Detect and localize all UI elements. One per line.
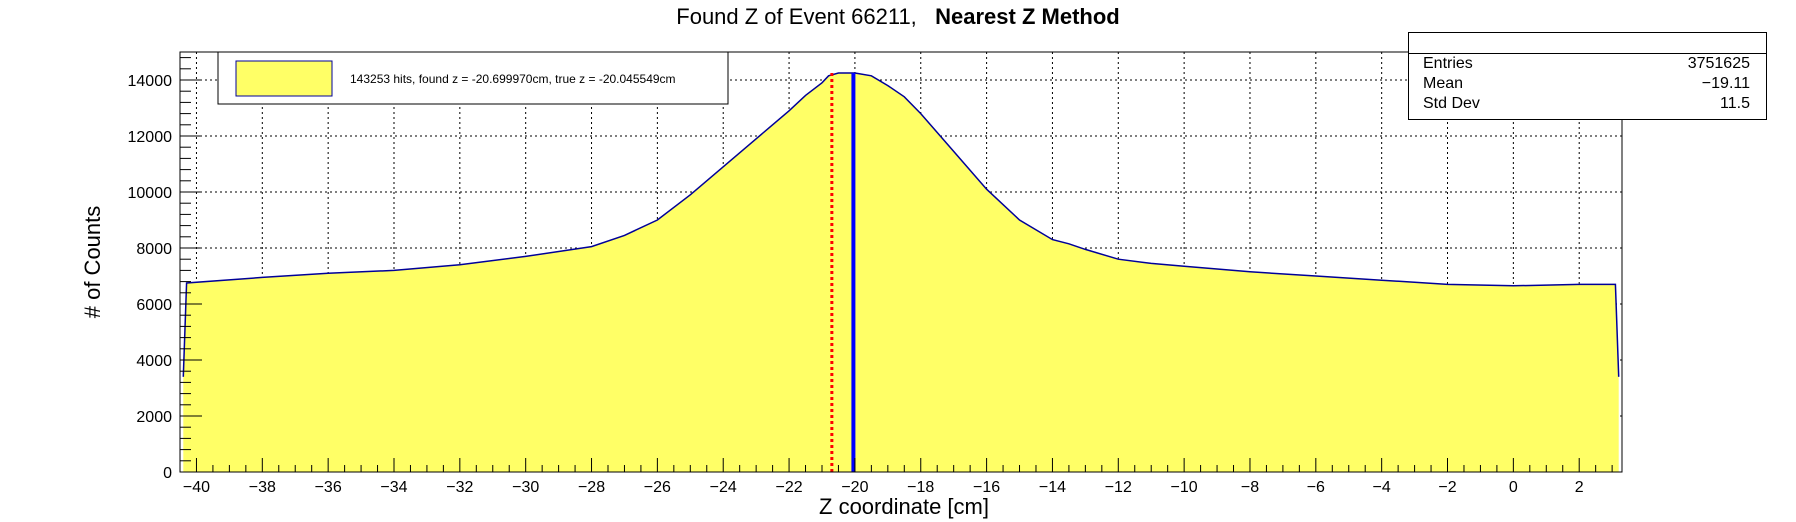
y-tick-label: 12000 [128, 129, 173, 146]
x-tick-label: −14 [1039, 479, 1066, 496]
x-tick-label: −32 [446, 479, 473, 496]
stats-label: Std Dev [1423, 95, 1480, 112]
y-tick-label: 4000 [136, 353, 172, 370]
chart-title: Found Z of Event 66211, Nearest Z Method [0, 4, 1796, 30]
chart-title-main: Found Z of Event 66211, [676, 4, 917, 29]
x-tick-label: −4 [1373, 479, 1391, 496]
x-tick-label: −26 [644, 479, 671, 496]
histogram-area [182, 72, 1620, 472]
y-tick-label: 14000 [128, 73, 173, 90]
stats-value: 3751625 [1687, 55, 1750, 72]
x-tick-label: −16 [973, 479, 1000, 496]
y-tick-label: 6000 [136, 297, 172, 314]
stats-value: 11.5 [1720, 95, 1750, 112]
x-tick-label: 2 [1575, 479, 1584, 496]
x-tick-label: −40 [183, 479, 210, 496]
y-tick-label: 0 [163, 465, 172, 482]
x-tick-label: −18 [907, 479, 934, 496]
x-tick-label: −30 [512, 479, 539, 496]
stats-row-stddev: Std Dev 11.5 [1423, 95, 1750, 115]
x-tick-label: 0 [1509, 479, 1518, 496]
stats-row-entries: Entries 3751625 [1423, 55, 1750, 75]
z-markers [830, 73, 856, 472]
stats-box: Entries 3751625 Mean −19.11 Std Dev 11.5 [1408, 32, 1767, 120]
x-tick-label: −12 [1105, 479, 1132, 496]
histogram-outline [182, 72, 1620, 377]
ticks: −40 −38 −36 −34 −32 −30 −28 −26 −24 −22 −20 −18 −16−… [128, 57, 1613, 496]
x-tick-label: −20 [841, 479, 868, 496]
legend-swatch [235, 60, 333, 97]
x-tick-label: −38 [249, 479, 276, 496]
legend: 143253 hits, found z = -20.699970cm, tru… [217, 51, 729, 105]
y-tick-label: 10000 [128, 185, 173, 202]
x-tick-label: −10 [1171, 479, 1198, 496]
stats-value: −19.11 [1701, 75, 1750, 92]
x-tick-label: −34 [380, 479, 407, 496]
y-tick-label: 8000 [136, 241, 172, 258]
histogram-fill [183, 73, 1619, 472]
y-tick-label: 2000 [136, 409, 172, 426]
x-tick-label: −28 [578, 479, 605, 496]
axes [179, 51, 1623, 473]
chart-title-method: Nearest Z Method [935, 4, 1120, 29]
legend-text: 143253 hits, found z = -20.699970cm, tru… [350, 72, 676, 86]
stats-row-mean: Mean −19.11 [1423, 75, 1750, 95]
y-axis-label: # of Counts [80, 206, 105, 319]
x-axis-label: Z coordinate [cm] [819, 494, 989, 519]
x-tick-label: −22 [775, 479, 802, 496]
x-tick-label: −24 [710, 479, 737, 496]
x-tick-label: −2 [1438, 479, 1456, 496]
stats-label: Entries [1423, 55, 1473, 72]
x-tick-label: −36 [315, 479, 342, 496]
plot-frame [179, 51, 1623, 473]
x-tick-label: −8 [1241, 479, 1259, 496]
x-tick-label: −6 [1307, 479, 1325, 496]
stats-label: Mean [1423, 75, 1464, 92]
stats-header [1409, 33, 1766, 54]
